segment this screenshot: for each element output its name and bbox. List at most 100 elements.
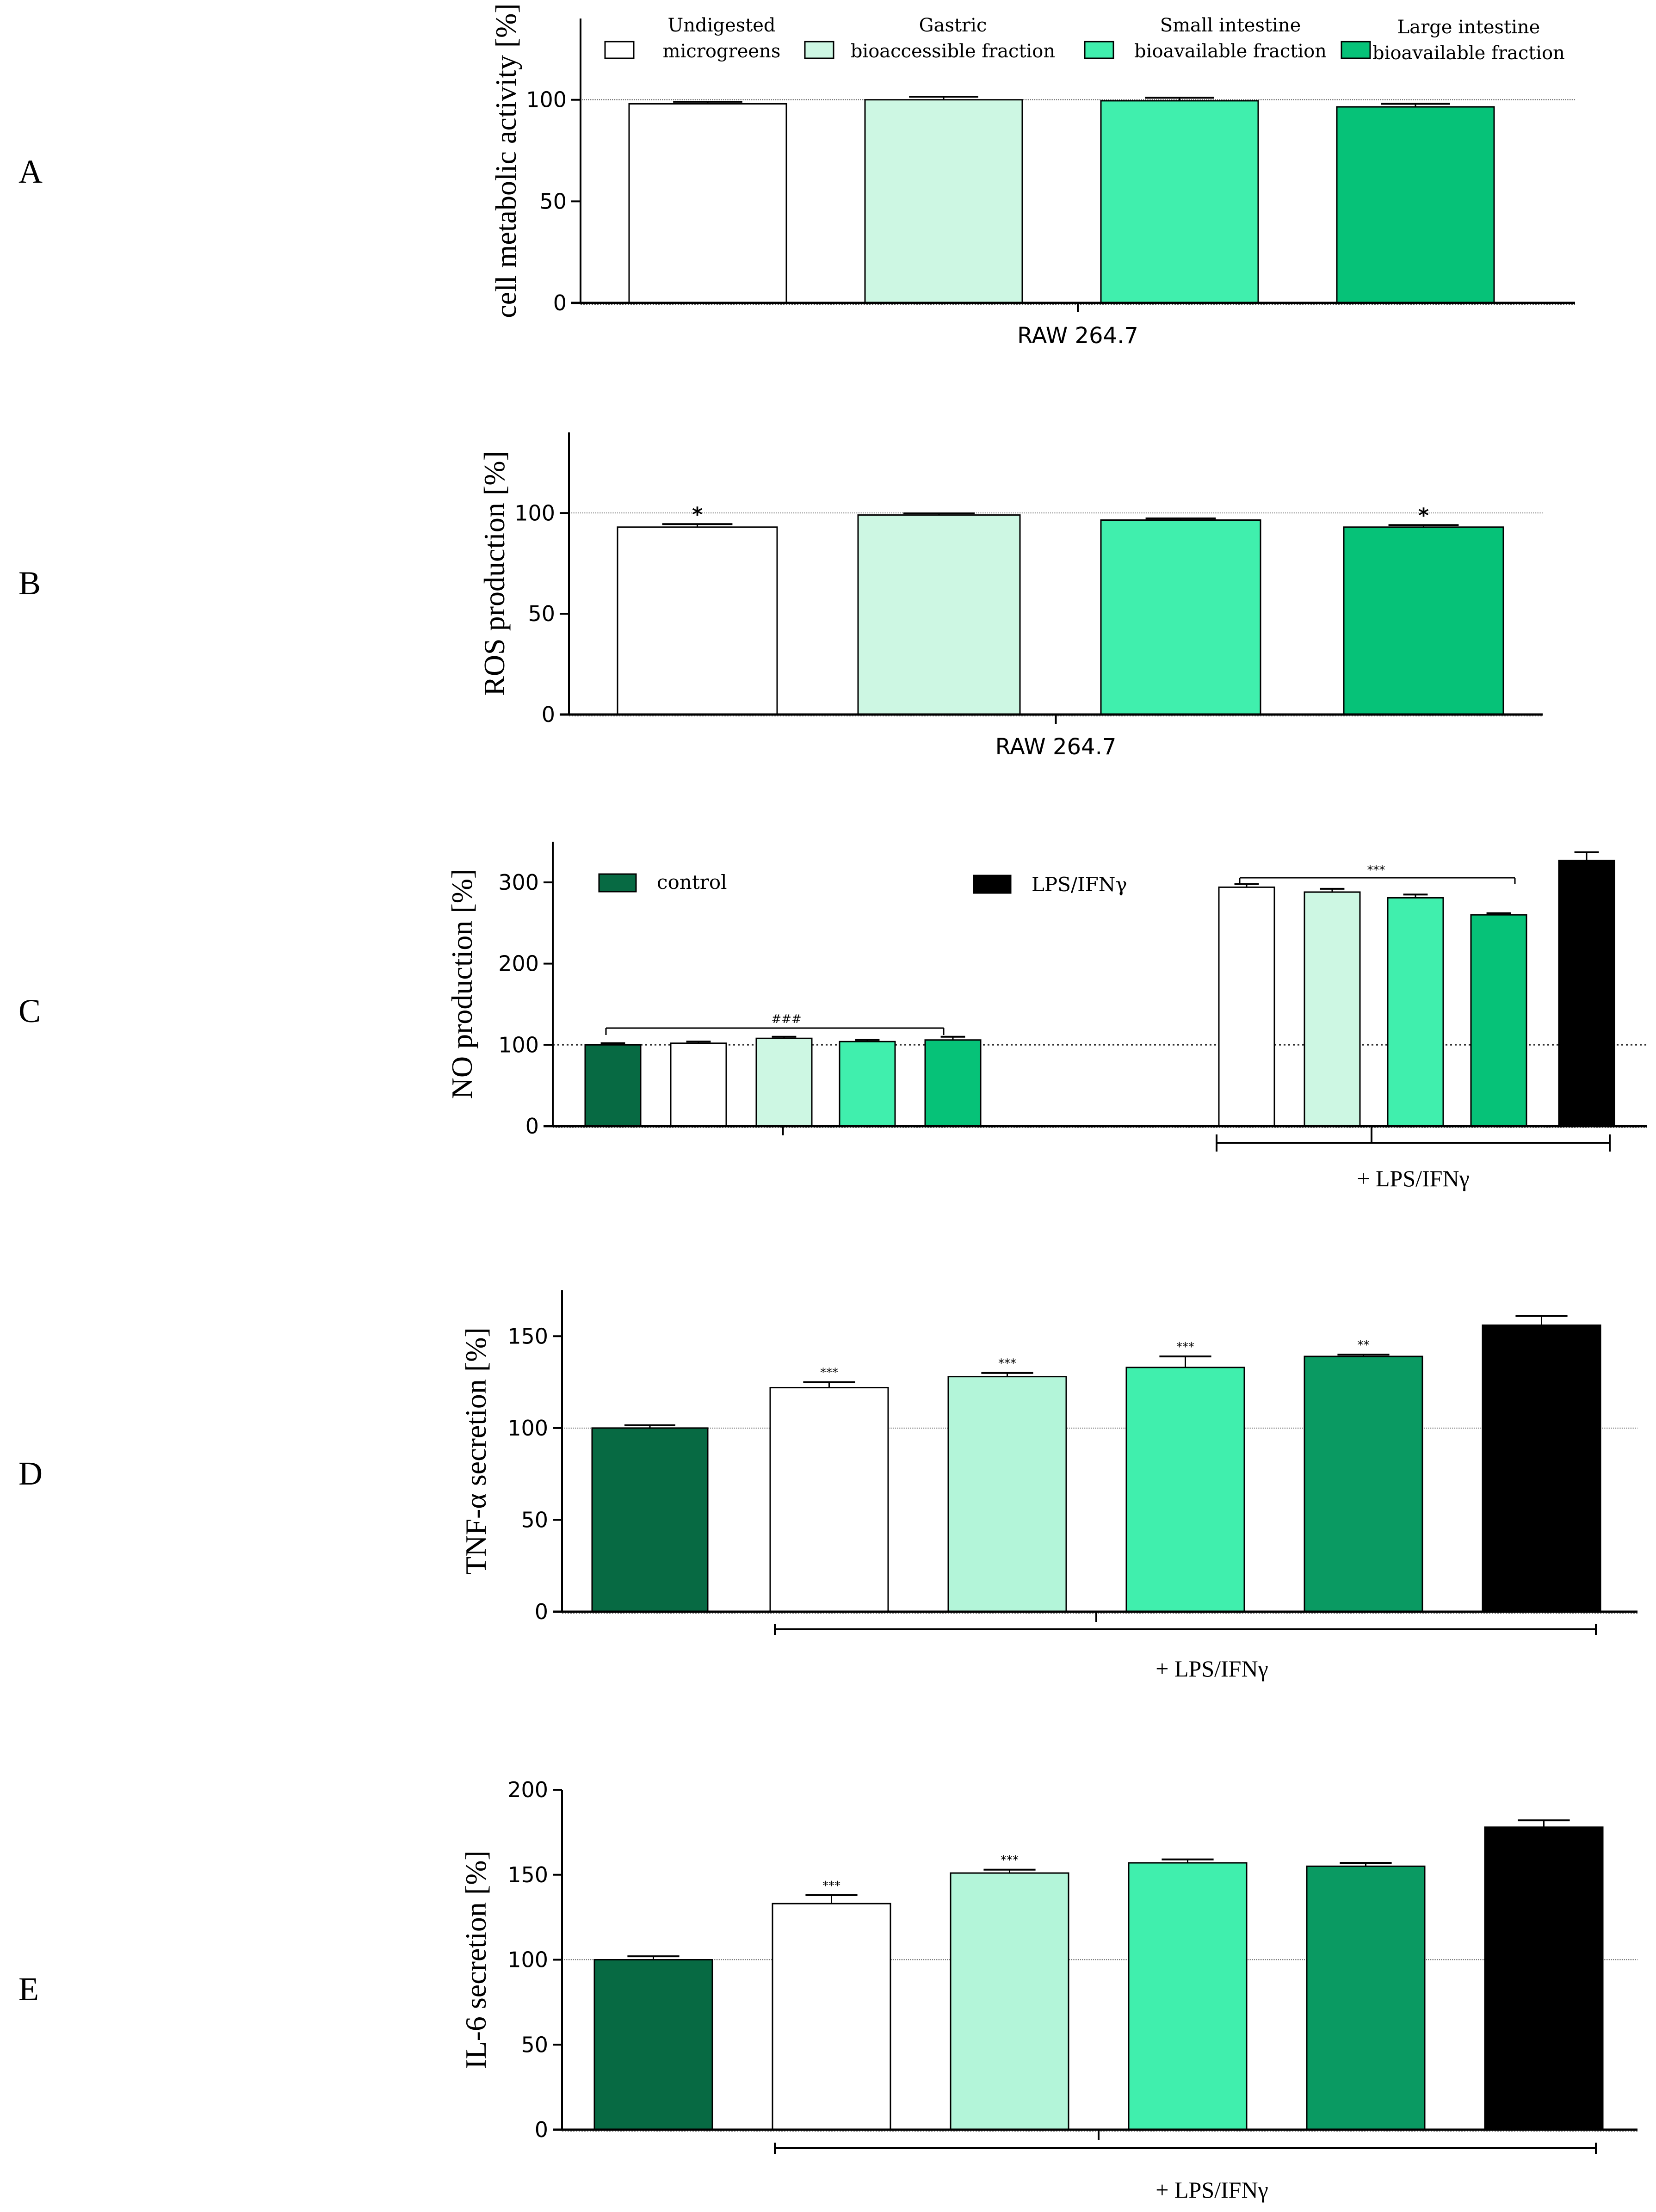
bar: [947, 1376, 1067, 1613]
legend-swatch: [598, 873, 637, 893]
legend-label: Gastric: [919, 15, 987, 36]
bar: [769, 1386, 889, 1613]
panel-letter: B: [19, 565, 41, 602]
panel-b: B ROS production [%] * * 0 50 100 RAW 264.7: [19, 432, 1543, 760]
bar: [1470, 914, 1527, 1127]
bar: [1128, 1862, 1248, 2131]
y-tick-label: 100: [514, 500, 555, 525]
panel-letter: D: [19, 1455, 43, 1492]
bar: [1387, 897, 1444, 1127]
panel-d: D TNF-α secretion [%] ********* **050100150…: [19, 1290, 1637, 1682]
bar: [1558, 859, 1615, 1127]
x-axis-label: RAW 264.7: [1017, 323, 1138, 349]
bar: [1100, 100, 1259, 304]
bar: [1125, 1367, 1245, 1613]
significance-label: ###: [771, 1012, 801, 1026]
y-tick-label: 100: [526, 87, 567, 112]
legend-swatch: [1084, 41, 1114, 59]
legend-item: Large intestine bioavailable fraction: [1341, 17, 1565, 64]
legend-label: Large intestine: [1397, 17, 1540, 38]
legend-label: LPS/IFNγ: [1032, 873, 1127, 896]
y-tick-label: 200: [507, 1777, 548, 1802]
bar: [1304, 891, 1361, 1127]
bar: [864, 99, 1023, 304]
bar: [1304, 1356, 1423, 1613]
bar: [593, 1959, 713, 2131]
y-tick-label: 0: [535, 1599, 548, 1624]
y-tick-label: 50: [521, 2032, 548, 2057]
bar: [1484, 1826, 1604, 2131]
legend-item: Gastric bioaccessible fraction: [804, 15, 1055, 62]
panel-c: C NO production [%] 0 100 200 300 ### *** + LPS/…: [19, 842, 1647, 1191]
legend: control LPS/IFNγ: [598, 871, 1127, 896]
legend-label: control: [657, 871, 727, 893]
panel-letter: C: [19, 992, 41, 1029]
y-tick-label: 50: [528, 601, 555, 626]
significance-label: *: [692, 503, 703, 526]
bar: [772, 1903, 891, 2131]
legend-swatch: [973, 875, 1012, 894]
significance-label: ***: [822, 1879, 840, 1893]
y-tick-label: 0: [553, 290, 567, 315]
legend-label: bioavailable fraction: [1372, 43, 1565, 64]
significance-label: ***: [820, 1366, 838, 1380]
significance-label: ***: [1001, 1854, 1019, 1867]
legend-swatch: [604, 41, 635, 59]
y-axis-label: IL-6 secretion [%]: [459, 1850, 492, 2069]
y-tick-label: 0: [535, 2117, 548, 2142]
bar: [1218, 886, 1275, 1127]
legend-swatch: [804, 41, 834, 59]
bar: [1336, 106, 1495, 304]
y-tick-label: 50: [539, 189, 567, 214]
legend-swatch: [1341, 41, 1371, 59]
legend-label: Undigested: [667, 15, 775, 36]
legend-label: Small intestine: [1160, 15, 1301, 36]
bar: [584, 1044, 642, 1127]
bar: [950, 1872, 1069, 2131]
group-label: + LPS/IFNγ: [1155, 2177, 1268, 2203]
significance-label: ***: [1367, 863, 1385, 877]
legend-label: bioaccessible fraction: [851, 41, 1055, 62]
y-axis-label: NO production [%]: [445, 869, 478, 1099]
panel-e: E IL-6 secretion [%] *** *** 0 50 100 150 200 + L…: [19, 1777, 1637, 2203]
bar: [924, 1039, 982, 1127]
bar: [1100, 519, 1261, 715]
bar: [1306, 1865, 1426, 2131]
significance-label: ***: [1176, 1340, 1194, 1354]
panel-letter: A: [19, 153, 43, 190]
legend-label: microgreens: [663, 41, 781, 62]
y-tick-label: 150: [507, 1324, 548, 1349]
bar: [617, 526, 778, 715]
bar: [628, 103, 787, 304]
legend-label: bioavailable fraction: [1134, 41, 1327, 62]
y-tick-label: 50: [521, 1507, 548, 1532]
legend-item: Undigested microgreens: [604, 15, 781, 62]
bar: [1343, 526, 1504, 715]
y-tick-label: 100: [507, 1947, 548, 1972]
x-axis-label: RAW 264.7: [995, 734, 1117, 760]
bar: [591, 1427, 709, 1613]
y-tick-label: 150: [507, 1862, 548, 1887]
bar: [755, 1037, 813, 1127]
bar: [857, 514, 1021, 715]
y-tick-label: 300: [498, 870, 539, 895]
bar: [839, 1041, 896, 1127]
y-tick-label: 100: [507, 1416, 548, 1441]
significance-label: **: [1358, 1338, 1370, 1352]
legend: Undigested microgreens Gastric bioaccessibl…: [604, 15, 1565, 64]
significance-label: *: [1418, 504, 1429, 527]
y-tick-label: 200: [498, 951, 539, 976]
y-tick-label: 0: [542, 702, 555, 727]
bar: [1482, 1324, 1601, 1613]
y-axis-label: TNF-α secretion [%]: [459, 1327, 492, 1575]
group-label: + LPS/IFNγ: [1357, 1165, 1469, 1191]
y-axis-label: ROS production [%]: [478, 451, 511, 696]
y-tick-label: 100: [498, 1032, 539, 1057]
significance-label: ***: [998, 1357, 1016, 1371]
panel-letter: E: [19, 1971, 39, 2008]
legend-item: Small intestine bioavailable fraction: [1084, 15, 1327, 62]
bar: [670, 1042, 727, 1127]
y-axis-label: cell metabolic activity [%]: [489, 3, 522, 318]
